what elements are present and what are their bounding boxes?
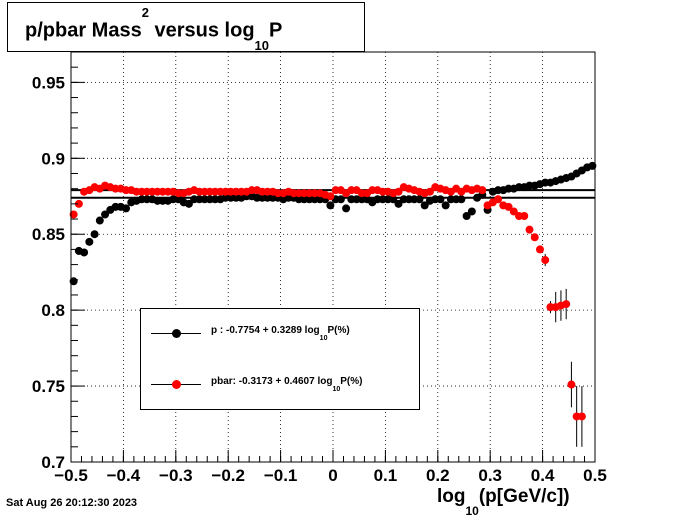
x-axis: −0.5 −0.4 −0.3 −0.2 −0.1 0 0.1 0.2 0.3 0.4 0.5: [54, 450, 607, 485]
x-tick-label: 0.3: [478, 466, 502, 485]
x-tick-label: 0.5: [583, 466, 607, 485]
legend-marker-p: [172, 329, 181, 338]
data-point-p: [326, 201, 335, 210]
data-point-pbar: [530, 233, 539, 242]
x-tick-label: 0.4: [531, 466, 555, 485]
x-tick-label: 0.1: [374, 466, 398, 485]
data-point-pbar: [478, 186, 487, 195]
legend-label-pbar: pbar: -0.3173 + 0.4607 log10P(%): [211, 376, 363, 393]
y-tick-label: 0.75: [32, 377, 65, 396]
data-point-pbar: [394, 187, 403, 196]
x-tick-label: −0.4: [107, 466, 141, 485]
data-point-pbar: [520, 212, 529, 220]
x-tick-label: −0.3: [159, 466, 193, 485]
data-point-pbar: [567, 380, 576, 389]
data-point-p: [80, 248, 89, 257]
data-point-p: [436, 195, 445, 204]
legend-marker-pbar: [172, 380, 181, 389]
data-point-p: [95, 216, 104, 225]
data-point-pbar: [577, 412, 586, 421]
data-point-p: [101, 210, 110, 219]
data-point-p: [441, 201, 450, 210]
data-point-p: [415, 195, 424, 204]
timestamp: Sat Aug 26 20:12:30 2023: [6, 497, 138, 509]
data-point-p: [389, 195, 398, 204]
data-point-pbar: [562, 300, 571, 309]
y-tick-label: 0.8: [41, 301, 65, 320]
data-point-pbar: [541, 256, 550, 265]
y-tick-label: 0.95: [32, 73, 65, 92]
y-tick-label: 0.9: [41, 149, 65, 168]
x-axis-title: log10(p[GeV/c]): [437, 486, 570, 518]
data-point-p: [394, 199, 403, 208]
y-tick-label: 0.7: [41, 453, 65, 472]
x-tick-label: −0.2: [211, 466, 245, 485]
legend-entry-p: p : -0.7754 + 0.3289 log10P(%): [141, 319, 419, 349]
data-point-p: [467, 207, 476, 216]
y-tick-label: 0.85: [32, 225, 65, 244]
x-tick-label: −0.1: [264, 466, 298, 485]
legend-label-p: p : -0.7754 + 0.3289 log10P(%): [211, 325, 350, 342]
chart-title-text: p/pbar Mass2 versus log10P: [25, 5, 283, 53]
data-point-pbar: [525, 225, 534, 234]
data-point-p: [184, 199, 193, 208]
data-point-pbar: [69, 210, 78, 219]
data-points: [69, 161, 597, 447]
x-tick-label: 0: [328, 466, 337, 485]
grid: [70, 52, 596, 463]
data-point-pbar: [74, 199, 83, 208]
legend: p : -0.7754 + 0.3289 log10P(%) pbar: -0.…: [140, 308, 420, 410]
data-point-p: [457, 195, 466, 204]
data-point-pbar: [425, 187, 434, 196]
data-point-p: [588, 161, 597, 170]
data-point-p: [420, 201, 429, 210]
x-tick-label: −0.5: [54, 466, 88, 485]
data-point-p: [90, 230, 99, 239]
data-point-p: [462, 212, 471, 220]
data-point-pbar: [504, 202, 513, 211]
data-point-pbar: [509, 207, 518, 216]
data-point-pbar: [326, 192, 335, 201]
data-point-p: [336, 195, 345, 204]
data-point-pbar: [535, 245, 544, 254]
x-tick-label: 0.2: [426, 466, 450, 485]
y-axis: 0.7 0.75 0.8 0.85 0.9 0.95: [32, 66, 85, 472]
data-point-pbar: [494, 195, 503, 204]
chart-title: p/pbar Mass2 versus log10P: [7, 2, 365, 53]
legend-entry-pbar: pbar: -0.3173 + 0.4607 log10P(%): [141, 370, 419, 400]
data-point-p: [85, 237, 94, 246]
data-point-p: [342, 204, 351, 213]
data-point-p: [122, 204, 131, 213]
